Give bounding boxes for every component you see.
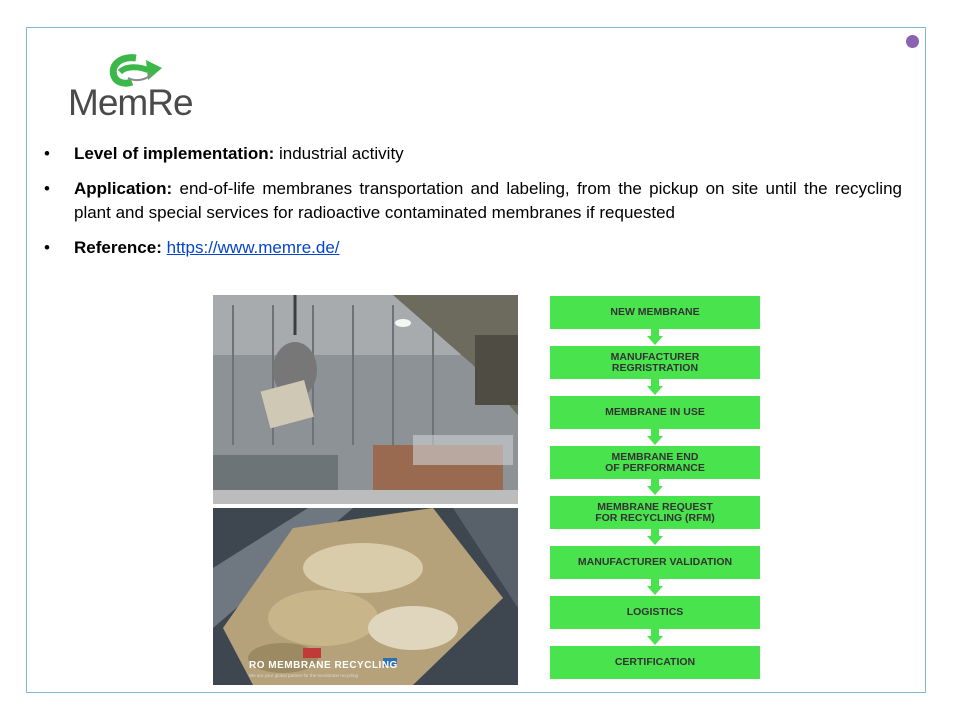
ro-membrane-recycling-photo: RO MEMBRANE RECYCLING We are your global…: [213, 508, 518, 685]
bullet-label: Reference:: [74, 238, 162, 257]
logo-text: MemRe: [68, 82, 194, 123]
flow-step-membrane-in-use: MEMBRANE IN USE: [550, 396, 760, 429]
flow-step-request-for-recycling: MEMBRANE REQUEST FOR RECYCLING (RFM): [550, 496, 760, 529]
bullet-text: end-of-life membranes transportation and…: [74, 179, 902, 222]
bullet-mark: •: [44, 144, 50, 163]
down-arrow-icon: [647, 579, 663, 595]
decorative-dot: [906, 35, 919, 48]
slide-frame: [26, 27, 926, 693]
flow-step-logistics: LOGISTICS: [550, 596, 760, 629]
memre-logo: MemRe: [68, 52, 208, 124]
bullet-text: industrial activity: [274, 144, 404, 163]
down-arrow-icon: [647, 429, 663, 445]
recycling-flowchart: NEW MEMBRANE MANUFACTURER REGRISTRATION …: [550, 296, 760, 679]
flow-step-manufacturer-registration: MANUFACTURER REGRISTRATION: [550, 346, 760, 379]
down-arrow-icon: [647, 629, 663, 645]
ro-subcaption: We are your global partner for the membr…: [249, 673, 358, 678]
bullet-label: Level of implementation:: [74, 144, 275, 163]
bullet-implementation: • Level of implementation: industrial ac…: [44, 142, 902, 166]
down-arrow-icon: [647, 529, 663, 545]
ro-caption: RO MEMBRANE RECYCLING: [249, 660, 398, 671]
bullet-label: Application:: [74, 179, 173, 198]
flow-step-certification: CERTIFICATION: [550, 646, 760, 679]
down-arrow-icon: [647, 379, 663, 395]
bullet-reference: • Reference: https://www.memre.de/: [44, 236, 902, 260]
flow-step-new-membrane: NEW MEMBRANE: [550, 296, 760, 329]
down-arrow-icon: [647, 479, 663, 495]
reference-link[interactable]: https://www.memre.de/: [166, 238, 340, 257]
bullet-mark: •: [44, 238, 50, 257]
down-arrow-icon: [647, 329, 663, 345]
recycle-arrow-icon: [109, 54, 162, 87]
bullet-mark: •: [44, 179, 50, 198]
flow-step-manufacturer-validation: MANUFACTURER VALIDATION: [550, 546, 760, 579]
bullet-application: • Application: end-of-life membranes tra…: [44, 177, 902, 225]
bullet-list: • Level of implementation: industrial ac…: [44, 142, 902, 271]
flow-step-end-of-performance: MEMBRANE END OF PERFORMANCE: [550, 446, 760, 479]
crane-grabber-photo: [213, 295, 518, 504]
